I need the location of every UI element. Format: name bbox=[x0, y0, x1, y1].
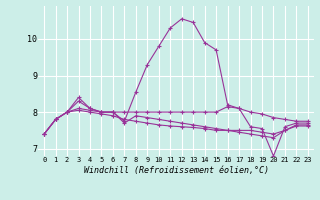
X-axis label: Windchill (Refroidissement éolien,°C): Windchill (Refroidissement éolien,°C) bbox=[84, 166, 268, 175]
